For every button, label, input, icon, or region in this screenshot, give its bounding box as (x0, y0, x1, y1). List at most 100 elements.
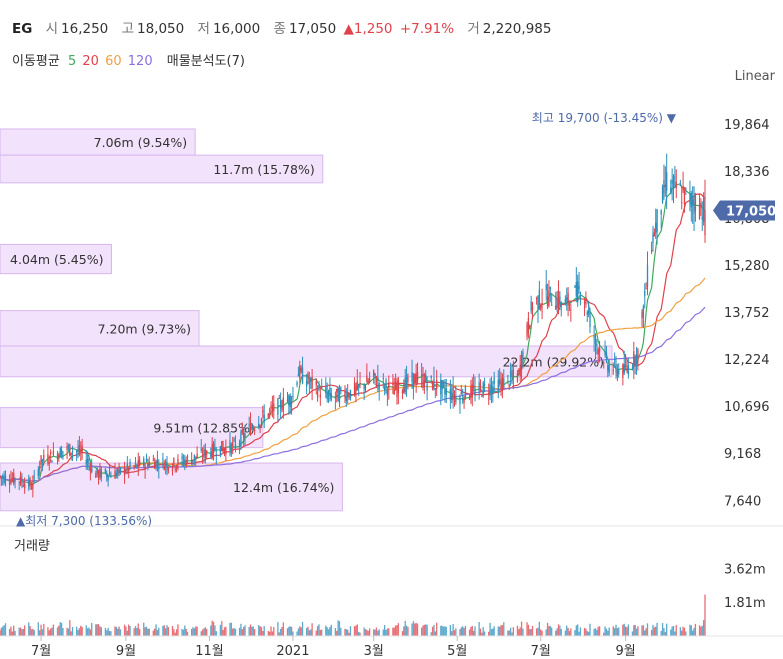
candle-body (396, 387, 398, 398)
candle-body (500, 381, 502, 385)
volume-bar (568, 630, 571, 636)
volume-bar (349, 626, 352, 636)
candle-body (548, 290, 550, 306)
volume-bar (28, 622, 30, 636)
candle-body (403, 387, 405, 394)
volume-bar (11, 631, 13, 636)
candle-body (22, 485, 24, 487)
volume-bar (114, 626, 116, 636)
candle-body (23, 483, 26, 489)
candle-body (347, 392, 349, 398)
candle-body (557, 291, 560, 308)
volume-bar (200, 631, 202, 636)
volume-bar (613, 628, 616, 636)
volume-bar (545, 629, 547, 636)
volume-bar (311, 623, 313, 636)
volume-bar (623, 623, 625, 636)
volume-bar (310, 629, 312, 636)
moving-average-legend[interactable]: 이동평균 5 20 60 120 매물분석도(7) (12, 50, 249, 69)
candle-body (474, 388, 476, 396)
volume-bar (166, 625, 168, 636)
candle-body (442, 382, 445, 385)
volume-bar (277, 622, 279, 636)
candle-body (644, 290, 646, 297)
volume-bar (270, 626, 272, 636)
candle-body (471, 384, 473, 398)
volume-bar (500, 625, 502, 636)
volume-bar (347, 629, 349, 636)
volume-bar (223, 627, 226, 636)
volume-profile-toggle[interactable]: 매물분석도(7) (166, 54, 245, 69)
candle-body (431, 381, 434, 390)
volume-bar (259, 626, 261, 636)
volume-bar (464, 625, 467, 636)
volume-bar (508, 630, 510, 636)
candle-body (305, 381, 308, 387)
volume-bar (377, 630, 379, 636)
volume-bar (115, 626, 118, 636)
candle-body (77, 449, 79, 452)
candle-body (704, 210, 706, 236)
candle-body (125, 471, 127, 473)
candle-body (603, 362, 605, 364)
volume-bar (88, 627, 90, 636)
candle-body (28, 478, 30, 487)
volume-bar (593, 628, 595, 636)
volume-bar (453, 630, 456, 636)
candle-body (229, 440, 231, 450)
volume-bar (470, 626, 472, 636)
volume-profile-bar (0, 462, 343, 512)
low-marker: ▲최저 7,300 (133.56%) (16, 514, 152, 528)
candle-body (488, 392, 490, 394)
volume-bar (497, 626, 499, 636)
candle-body (407, 376, 409, 383)
candle-body (330, 393, 332, 400)
scale-mode-toggle[interactable]: Linear (734, 69, 775, 84)
volume-bar (459, 629, 461, 636)
candle-body (509, 370, 512, 377)
volume-bar (56, 627, 59, 636)
volume-bar (490, 629, 493, 636)
volume-bar (645, 628, 647, 636)
candle-body (683, 187, 686, 205)
volume-bar (694, 623, 697, 636)
candle-body (263, 414, 265, 423)
volume-bar (672, 625, 675, 636)
candle-body (193, 454, 196, 461)
candle-body (574, 286, 576, 288)
volume-bar (32, 628, 34, 636)
volume-bar (557, 624, 560, 636)
volume-bar (77, 629, 79, 636)
volume-bar (232, 628, 234, 636)
candle-body (233, 439, 235, 441)
ma-120-label[interactable]: 120 (127, 54, 153, 69)
volume-bar (107, 627, 109, 636)
volume-bar (596, 629, 598, 636)
volume-bar (627, 624, 630, 636)
volume-bar (137, 623, 139, 636)
volume-bar (269, 631, 271, 636)
candle-body (43, 455, 45, 461)
candle-body (490, 385, 493, 393)
volume-bar (348, 632, 350, 636)
ma-20-label[interactable]: 20 (82, 54, 99, 69)
candle-body (384, 386, 386, 391)
candle-body (575, 281, 577, 297)
candle-body (497, 379, 499, 394)
volume-bar (546, 622, 549, 636)
ma-60-label[interactable]: 60 (105, 54, 122, 69)
candle-body (108, 473, 111, 475)
volume-bar (468, 629, 471, 636)
candle-body (289, 395, 291, 408)
candle-body (423, 379, 426, 388)
candle-body (357, 384, 360, 386)
candle-body (234, 443, 237, 450)
ma-5-label[interactable]: 5 (67, 54, 77, 69)
candle-body (145, 458, 148, 462)
candle-body (516, 373, 519, 382)
volume-bar (222, 629, 224, 636)
candle-body (701, 216, 703, 220)
volume-bar (431, 626, 434, 636)
candle-body (18, 481, 20, 483)
